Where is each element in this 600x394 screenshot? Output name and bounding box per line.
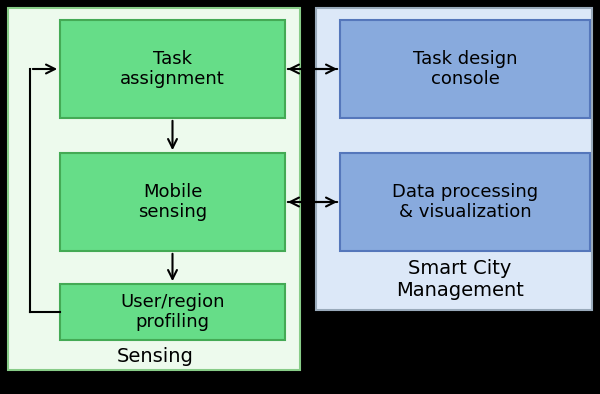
Text: Task design
console: Task design console	[413, 50, 517, 88]
Bar	[316, 8, 592, 310]
Text: Data processing
& visualization: Data processing & visualization	[392, 182, 538, 221]
Text: User/region
profiling: User/region profiling	[120, 293, 225, 331]
Bar	[340, 20, 590, 118]
Bar	[60, 20, 285, 118]
Text: Smart City
Management: Smart City Management	[396, 260, 524, 301]
Text: Mobile
sensing: Mobile sensing	[138, 182, 207, 221]
Text: Task
assignment: Task assignment	[120, 50, 225, 88]
Bar	[340, 153, 590, 251]
Bar	[60, 284, 285, 340]
Text: Sensing: Sensing	[116, 346, 193, 366]
Bar	[60, 153, 285, 251]
Bar	[8, 8, 300, 370]
